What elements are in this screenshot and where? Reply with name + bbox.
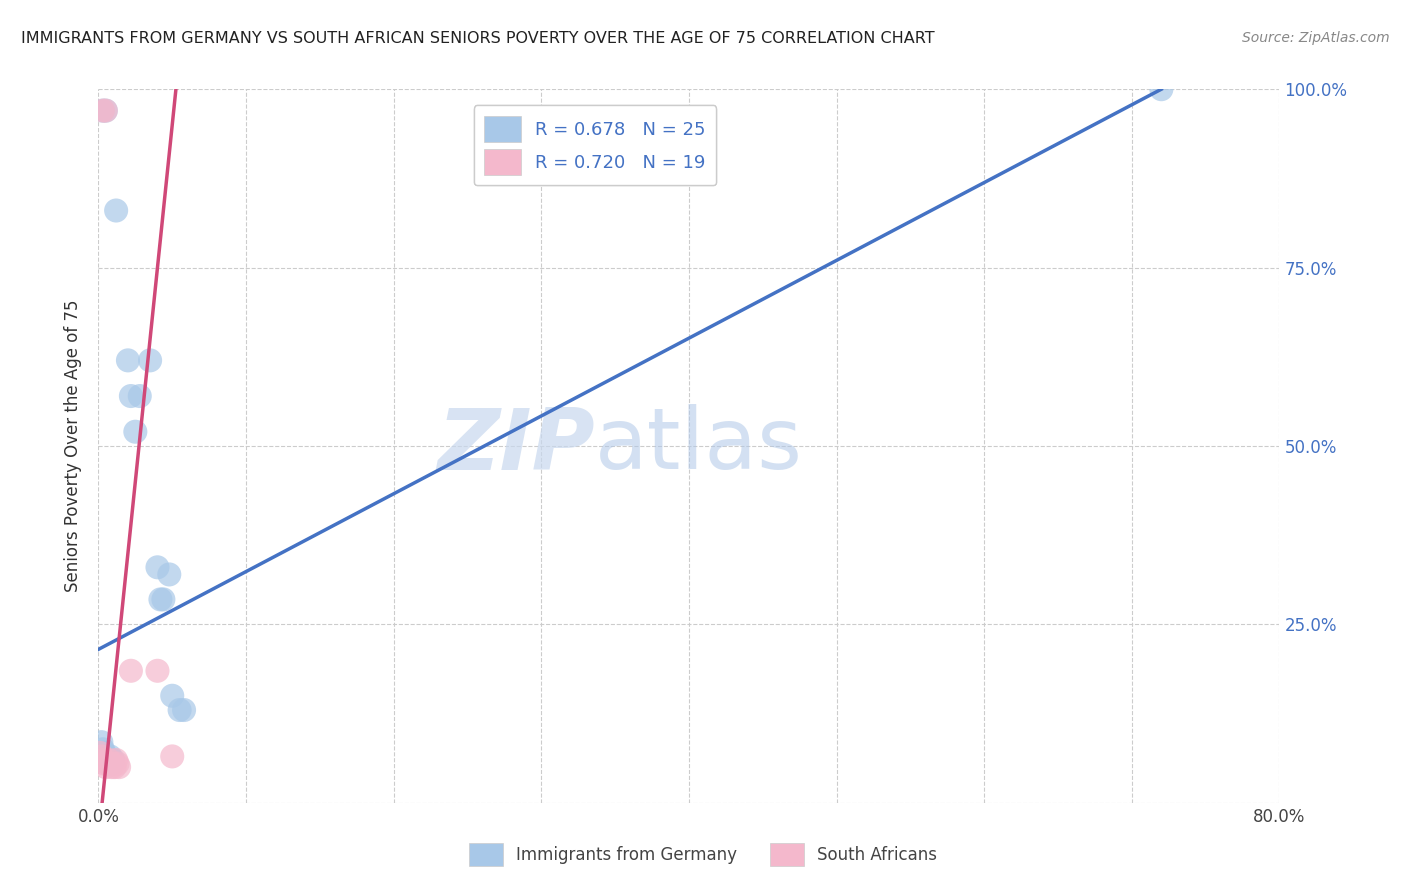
Point <box>128 389 150 403</box>
Point <box>139 353 162 368</box>
Text: ZIP: ZIP <box>437 404 595 488</box>
Point <box>117 353 139 368</box>
Point <box>94 760 117 774</box>
Point <box>91 753 114 767</box>
Point <box>94 749 117 764</box>
Point <box>103 753 125 767</box>
Point <box>146 664 169 678</box>
Point <box>98 756 121 771</box>
Point <box>103 756 125 771</box>
Point <box>157 567 180 582</box>
Point <box>97 756 120 771</box>
Point <box>104 760 127 774</box>
Y-axis label: Seniors Poverty Over the Age of 75: Seniors Poverty Over the Age of 75 <box>65 300 83 592</box>
Point <box>105 753 128 767</box>
Point <box>89 746 111 760</box>
Point <box>93 746 115 760</box>
Text: atlas: atlas <box>595 404 803 488</box>
Point <box>94 103 117 118</box>
Point <box>100 760 122 774</box>
Point <box>1150 82 1173 96</box>
Point <box>94 103 117 118</box>
Point <box>96 756 118 771</box>
Point <box>120 664 142 678</box>
Point <box>98 749 121 764</box>
Point <box>93 756 115 771</box>
Point <box>108 760 131 774</box>
Point <box>96 753 118 767</box>
Point <box>152 592 174 607</box>
Point <box>91 742 114 756</box>
Point <box>100 756 122 771</box>
Point <box>162 749 183 764</box>
Legend: Immigrants from Germany, South Africans: Immigrants from Germany, South Africans <box>461 835 945 875</box>
Point <box>169 703 191 717</box>
Point <box>90 735 112 749</box>
Point <box>124 425 146 439</box>
Point <box>162 689 183 703</box>
Point <box>120 389 142 403</box>
Point <box>90 749 112 764</box>
Point <box>107 756 129 771</box>
Point <box>91 103 114 118</box>
Text: Source: ZipAtlas.com: Source: ZipAtlas.com <box>1241 31 1389 45</box>
Point <box>105 203 128 218</box>
Point <box>91 103 114 118</box>
Point <box>97 753 120 767</box>
Point <box>146 560 169 574</box>
Point <box>173 703 195 717</box>
Legend: R = 0.678   N = 25, R = 0.720   N = 19: R = 0.678 N = 25, R = 0.720 N = 19 <box>474 105 716 186</box>
Point <box>149 592 172 607</box>
Text: IMMIGRANTS FROM GERMANY VS SOUTH AFRICAN SENIORS POVERTY OVER THE AGE OF 75 CORR: IMMIGRANTS FROM GERMANY VS SOUTH AFRICAN… <box>21 31 935 46</box>
